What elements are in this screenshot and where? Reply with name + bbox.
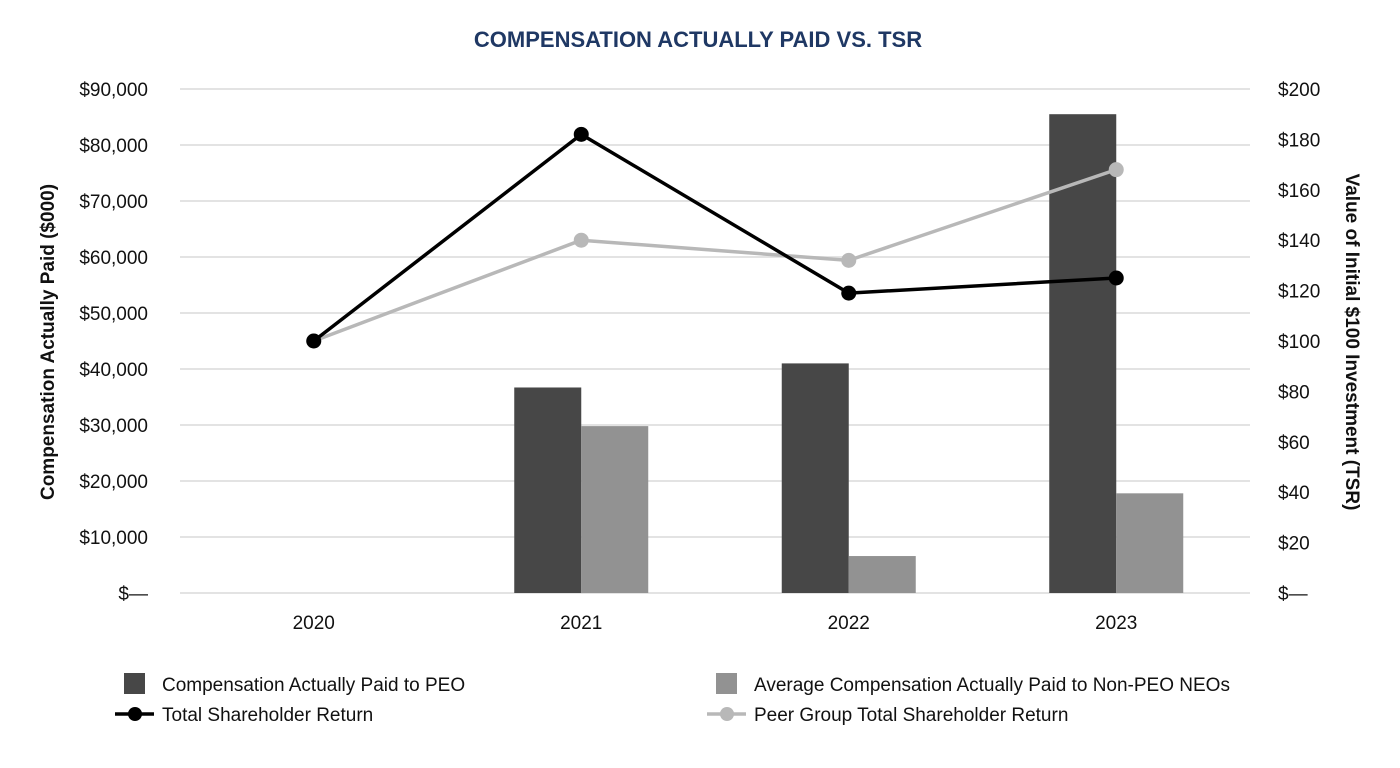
bar (1049, 114, 1117, 593)
data-point (573, 126, 589, 142)
y-tick-label-right: $20 (1278, 534, 1310, 555)
legend: Compensation Actually Paid to PEO Average… (115, 673, 1230, 726)
x-tick-label: 2022 (828, 613, 870, 634)
x-tick-label: 2023 (1095, 613, 1137, 634)
bar (781, 363, 849, 593)
y-tick-label-right: $140 (1278, 231, 1320, 252)
data-point (841, 285, 857, 301)
legend-label: Average Compensation Actually Paid to No… (754, 675, 1230, 696)
y-tick-label-right: $80 (1278, 382, 1310, 403)
legend-label: Peer Group Total Shareholder Return (754, 705, 1068, 726)
y-tick-label-right: $— (1278, 584, 1308, 605)
bar (514, 387, 582, 593)
y-tick-label-right: $120 (1278, 282, 1320, 303)
gridlines (180, 88, 1250, 594)
legend-swatch (124, 673, 145, 694)
y-tick-label-right: $180 (1278, 130, 1320, 151)
legend-marker (128, 707, 142, 721)
bar (581, 426, 649, 593)
y-tick-label-left: $80,000 (79, 136, 148, 157)
y-tick-label-left: $70,000 (79, 192, 148, 213)
bar (1116, 493, 1184, 593)
y-tick-label-left: $20,000 (79, 472, 148, 493)
bars (514, 114, 1184, 593)
legend-marker (720, 707, 734, 721)
data-point (1108, 270, 1124, 286)
y-tick-label-right: $160 (1278, 181, 1320, 202)
y-tick-label-left: $40,000 (79, 360, 148, 381)
data-point (1108, 162, 1124, 178)
bar (848, 556, 916, 593)
legend-label: Total Shareholder Return (162, 705, 373, 726)
tick-labels: $— $10,000 $20,000 $30,000 $40,000 $50,000 $60… (79, 80, 1320, 634)
x-tick-label: 2020 (293, 613, 335, 634)
y-tick-label-right: $200 (1278, 80, 1320, 101)
y-tick-label-left: $10,000 (79, 528, 148, 549)
y-axis-label-left: Compensation Actually Paid ($000) (38, 184, 59, 500)
y-tick-label-left: $60,000 (79, 248, 148, 269)
x-tick-label: 2021 (560, 613, 602, 634)
legend-label: Compensation Actually Paid to PEO (162, 675, 465, 696)
series-line (312, 132, 1117, 343)
y-axis-label-right: Value of Initial $100 Investment (TSR) (1341, 174, 1362, 511)
y-tick-label-right: $60 (1278, 433, 1310, 454)
y-tick-label-right: $100 (1278, 332, 1320, 353)
data-point (306, 333, 322, 349)
legend-swatch (716, 673, 737, 694)
data-point (841, 252, 857, 268)
lines (306, 126, 1124, 349)
series-line (313, 167, 1117, 343)
y-tick-label-left: $90,000 (79, 80, 148, 101)
y-tick-label-left: $30,000 (79, 416, 148, 437)
y-tick-label-left: $— (118, 584, 148, 605)
y-tick-label-right: $40 (1278, 483, 1310, 504)
y-tick-label-left: $50,000 (79, 304, 148, 325)
chart-title: COMPENSATION ACTUALLY PAID VS. TSR (474, 27, 922, 52)
data-point (573, 232, 589, 248)
